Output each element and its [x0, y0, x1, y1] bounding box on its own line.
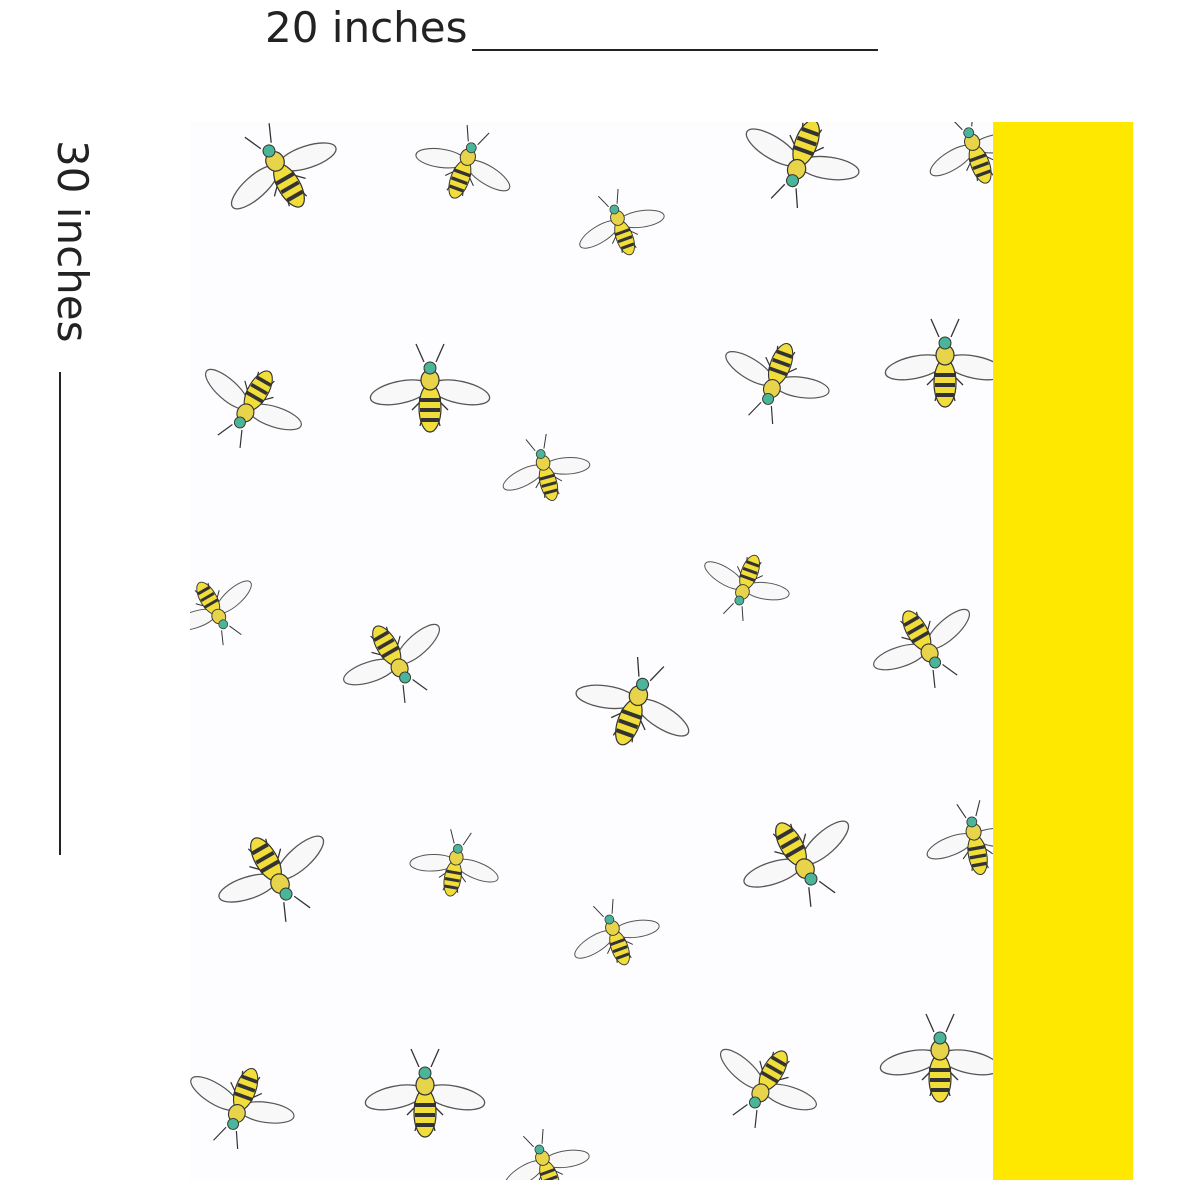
fabric [190, 122, 993, 1180]
height-label: 30 inches [48, 140, 97, 343]
yellow-border [993, 122, 1133, 1180]
width-label: 20 inches [265, 3, 468, 52]
